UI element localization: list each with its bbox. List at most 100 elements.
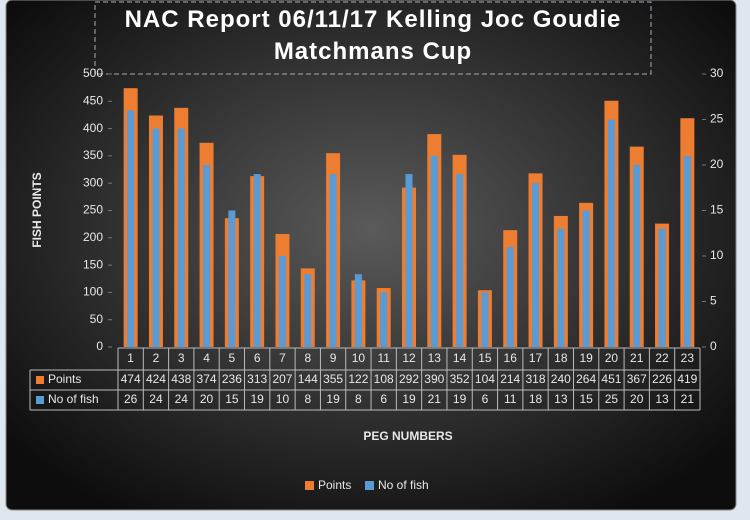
x-tick-label: 4 (203, 351, 210, 365)
table-value: 108 (374, 372, 394, 386)
table-value: 313 (247, 372, 267, 386)
table-legend-key (36, 396, 44, 404)
y2-tick-label: 10 (710, 248, 724, 262)
table-value: 10 (276, 392, 290, 406)
table-value: 24 (175, 392, 189, 406)
table-value: 15 (225, 392, 239, 406)
fish-bar (152, 128, 160, 347)
y-tick-label: 350 (83, 148, 103, 162)
legend-key (365, 481, 374, 490)
table-value: 19 (326, 392, 340, 406)
x-tick-label: 20 (605, 351, 619, 365)
y-tick-label: 450 (83, 93, 103, 107)
fish-bar (557, 228, 565, 347)
fish-bar (430, 155, 438, 347)
table-value: 355 (323, 372, 343, 386)
x-tick-label: 8 (304, 351, 311, 365)
table-value: 13 (655, 392, 669, 406)
x-tick-label: 6 (254, 351, 261, 365)
x-tick-label: 19 (579, 351, 593, 365)
fish-bar (607, 119, 615, 347)
table-value: 424 (146, 372, 166, 386)
table-value: 8 (355, 392, 362, 406)
table-value: 8 (304, 392, 311, 406)
x-tick-label: 2 (153, 351, 160, 365)
x-tick-label: 12 (402, 351, 416, 365)
table-value: 26 (124, 392, 138, 406)
table-value: 19 (250, 392, 264, 406)
fish-bar (127, 110, 135, 348)
table-value: 367 (627, 372, 647, 386)
x-axis-label: PEG NUMBERS (363, 429, 452, 443)
y-tick-label: 250 (83, 203, 103, 217)
table-value: 144 (298, 372, 318, 386)
table-value: 352 (450, 372, 470, 386)
table-value: 214 (500, 372, 520, 386)
table-value: 13 (554, 392, 568, 406)
y-tick-label: 200 (83, 230, 103, 244)
y-tick-label: 150 (83, 257, 103, 271)
table-value: 25 (605, 392, 619, 406)
table-value: 24 (149, 392, 163, 406)
x-tick-label: 7 (279, 351, 286, 365)
table-value: 19 (402, 392, 416, 406)
x-tick-label: 5 (229, 351, 236, 365)
chart-title: NAC Report 06/11/17 Kelling Joc Goudie M… (124, 6, 622, 65)
fish-bar (532, 183, 540, 347)
legend-label[interactable]: Points (318, 478, 351, 492)
fish-bar (253, 174, 261, 347)
y-tick-label: 500 (83, 66, 103, 80)
table-row-label: No of fish (48, 392, 99, 406)
table-value: 240 (551, 372, 571, 386)
table-value: 15 (579, 392, 593, 406)
y2-tick-label: 25 (710, 112, 724, 126)
table-value: 474 (121, 372, 141, 386)
y2-tick-label: 5 (710, 294, 717, 308)
y-axis-label: FISH POINTS (30, 172, 44, 247)
fish-bar (304, 274, 312, 347)
fish-bar (658, 228, 666, 347)
table-value: 264 (576, 372, 596, 386)
legend-key (305, 481, 314, 490)
table-value: 438 (171, 372, 191, 386)
x-tick-label: 22 (655, 351, 669, 365)
table-value: 207 (272, 372, 292, 386)
x-tick-label: 14 (453, 351, 467, 365)
table-value: 19 (453, 392, 467, 406)
table-legend-key (36, 376, 44, 384)
table-value: 6 (482, 392, 489, 406)
y-tick-label: 100 (83, 285, 103, 299)
table-value: 226 (652, 372, 672, 386)
table-value: 21 (428, 392, 442, 406)
x-tick-label: 17 (529, 351, 543, 365)
x-tick-label: 9 (330, 351, 337, 365)
table-row-label: Points (48, 372, 81, 386)
fish-bar (228, 210, 236, 347)
fish-bar (481, 292, 489, 347)
y2-tick-label: 20 (710, 157, 724, 171)
table-value: 11 (504, 392, 517, 406)
legend-label[interactable]: No of fish (378, 478, 429, 492)
y-tick-label: 0 (96, 339, 103, 353)
fish-bar (329, 174, 337, 347)
table-value: 419 (677, 372, 697, 386)
table-value: 318 (526, 372, 546, 386)
fish-bar (380, 292, 388, 347)
table-value: 390 (424, 372, 444, 386)
x-tick-label: 16 (504, 351, 518, 365)
table-value: 236 (222, 372, 242, 386)
title-frame (94, 1, 652, 75)
y2-tick-label: 0 (710, 339, 717, 353)
fish-bar (582, 210, 590, 347)
fish-bar (177, 128, 185, 347)
fish-bar (203, 165, 211, 347)
y2-tick-label: 15 (710, 203, 724, 217)
x-tick-label: 1 (127, 351, 134, 365)
y-tick-label: 400 (83, 121, 103, 135)
x-tick-label: 18 (554, 351, 568, 365)
fish-bar (354, 274, 362, 347)
table-value: 374 (197, 372, 217, 386)
fish-bar (683, 155, 691, 347)
chart-background (5, 0, 737, 511)
table-value: 104 (475, 372, 495, 386)
